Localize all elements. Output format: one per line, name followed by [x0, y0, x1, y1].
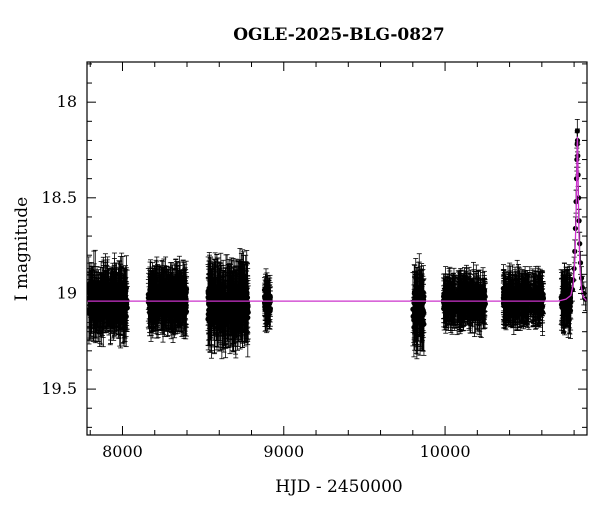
data-layer — [87, 118, 587, 360]
data-point — [105, 267, 111, 328]
data-point — [107, 284, 114, 341]
data-point — [167, 277, 174, 330]
data-point — [243, 262, 249, 322]
x-tick-label: 10000 — [420, 442, 471, 461]
data-point — [120, 282, 126, 345]
x-tick-label: 8000 — [102, 442, 143, 461]
data-point — [153, 289, 159, 323]
data-point — [87, 268, 92, 329]
data-point — [208, 279, 215, 347]
data-point — [217, 262, 223, 313]
data-point — [236, 259, 242, 334]
data-point — [212, 277, 218, 320]
chart-title: OGLE-2025-BLG-0827 — [233, 25, 445, 45]
x-tick-label: 9000 — [263, 442, 304, 461]
y-tick-label: 19.5 — [41, 379, 77, 398]
data-point — [172, 282, 178, 334]
data-point — [226, 272, 232, 348]
data-point — [147, 266, 153, 315]
y-tick-label: 19 — [57, 283, 77, 302]
data-point — [91, 276, 97, 339]
data-point — [98, 283, 105, 346]
data-point — [146, 276, 152, 320]
data-point — [114, 262, 120, 327]
y-tick-label: 18.5 — [41, 188, 77, 207]
plot-frame — [86, 61, 588, 436]
y-axis-label: I magnitude — [12, 197, 32, 301]
data-point — [212, 284, 218, 333]
y-tick-label: 18 — [57, 92, 77, 111]
data-point — [178, 269, 184, 329]
x-axis-label: HJD - 2450000 — [275, 477, 403, 497]
data-point — [157, 273, 163, 317]
